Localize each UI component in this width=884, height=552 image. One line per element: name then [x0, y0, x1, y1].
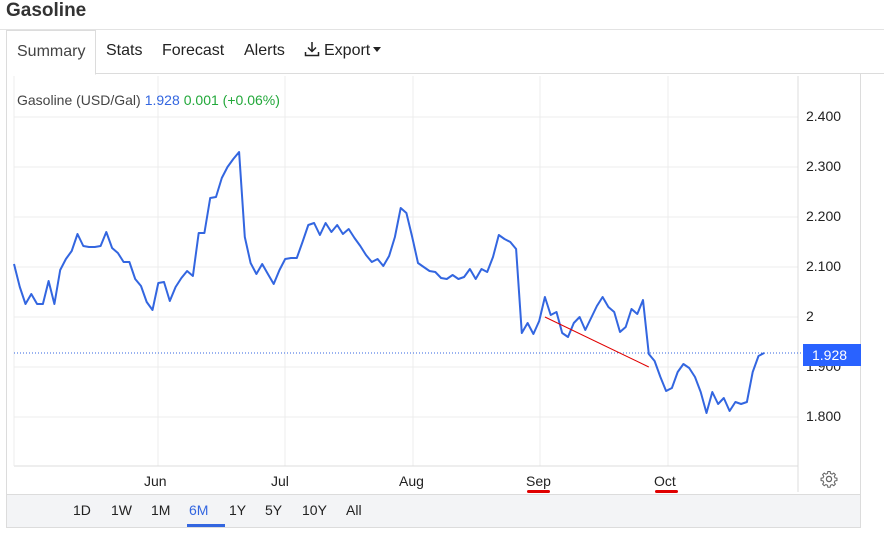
- tab-forecast[interactable]: Forecast: [162, 30, 224, 74]
- tab-bar: Summary Stats Forecast Alerts Export: [6, 30, 884, 75]
- tab-stats[interactable]: Stats: [106, 30, 142, 74]
- price-series-line: [13, 151, 765, 414]
- tab-stats-label: Stats: [106, 42, 143, 59]
- y-tick-label: 2.100: [806, 258, 842, 274]
- tab-summary-label: Summary: [17, 43, 86, 60]
- y-tick-label: 2.400: [806, 108, 842, 124]
- x-tick-label: Sep: [526, 473, 551, 489]
- tab-summary[interactable]: Summary: [6, 30, 97, 75]
- range-1w[interactable]: 1W: [111, 502, 132, 518]
- download-icon: [304, 42, 320, 57]
- active-range-underline: [187, 524, 225, 527]
- range-selector: 1D 1W 1M 6M 1Y 5Y 10Y All: [6, 494, 861, 528]
- trendline-annotation: [544, 316, 650, 368]
- chart-legend: Gasoline (USD/Gal) 1.928 0.001 (+0.06%): [17, 92, 280, 108]
- legend-change: 0.001 (+0.06%): [183, 92, 280, 108]
- range-6m[interactable]: 6M: [189, 502, 209, 518]
- x-tick-label: Jul: [271, 473, 289, 489]
- chevron-down-icon: [373, 47, 382, 52]
- legend-series-name: Gasoline (USD/Gal): [17, 92, 141, 108]
- tab-alerts-label: Alerts: [244, 42, 285, 59]
- x-tick-label: Oct: [654, 473, 676, 489]
- gear-icon[interactable]: [820, 470, 838, 488]
- range-all[interactable]: All: [346, 502, 362, 518]
- range-10y[interactable]: 10Y: [302, 502, 327, 518]
- last-price-tag: 1.928: [803, 344, 861, 366]
- chart-panel: [6, 74, 861, 494]
- x-label-highlight-mark: [527, 490, 550, 493]
- x-tick-label: Jun: [144, 473, 167, 489]
- tab-forecast-label: Forecast: [162, 42, 225, 59]
- export-label: Export: [324, 42, 371, 59]
- y-tick-label: 2: [806, 308, 814, 324]
- range-5y[interactable]: 5Y: [265, 502, 283, 518]
- page-title: Gasoline: [6, 0, 87, 21]
- title-divider: [0, 29, 884, 30]
- x-label-highlight-mark: [655, 490, 678, 493]
- y-tick-label: 2.300: [806, 158, 842, 174]
- range-1d[interactable]: 1D: [73, 502, 91, 518]
- export-dropdown[interactable]: Export: [304, 30, 382, 74]
- tab-alerts[interactable]: Alerts: [244, 30, 285, 74]
- legend-value: 1.928: [144, 92, 180, 108]
- y-tick-label: 1.800: [806, 408, 842, 424]
- y-tick-label: 2.200: [806, 208, 842, 224]
- range-1y[interactable]: 1Y: [229, 502, 247, 518]
- range-1m[interactable]: 1M: [151, 502, 171, 518]
- x-tick-label: Aug: [399, 473, 424, 489]
